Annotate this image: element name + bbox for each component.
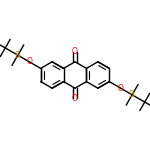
Text: Si: Si [129, 90, 136, 99]
Text: O: O [72, 47, 78, 56]
Text: O: O [72, 94, 78, 103]
Text: Si: Si [14, 51, 21, 60]
Text: O: O [118, 84, 124, 93]
Text: O: O [26, 57, 32, 66]
